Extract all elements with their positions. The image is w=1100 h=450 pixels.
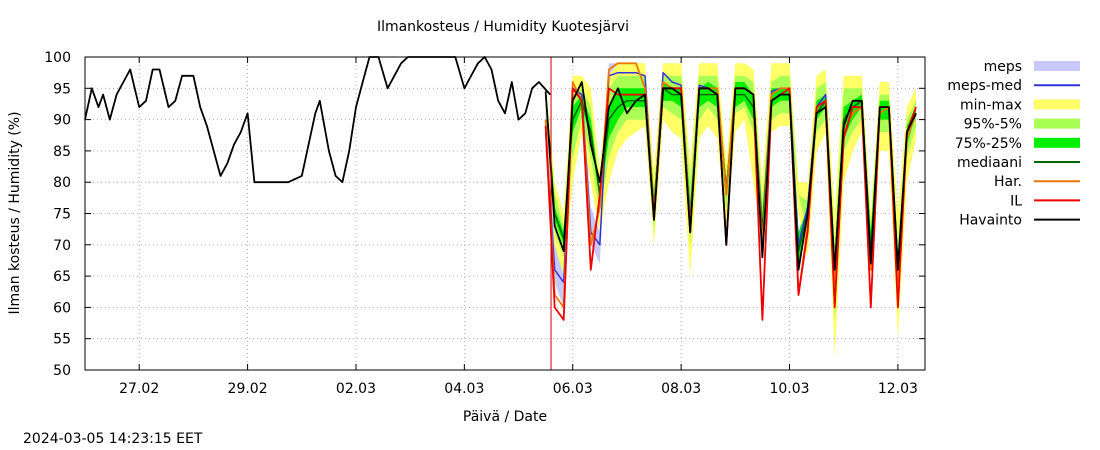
- y-tick-label: 80: [53, 175, 71, 191]
- x-tick-label: 10.03: [769, 381, 809, 397]
- y-axis-ticks: 50 55 60 65 70 75 80 85 90 95 100: [44, 50, 925, 379]
- legend-label-har: Har.: [994, 174, 1022, 190]
- y-tick-label: 50: [53, 363, 71, 379]
- legend-swatch-meps: [1034, 61, 1080, 71]
- har-line: [544, 62, 917, 309]
- y-axis-label: Ilman kosteus / Humidity (%): [7, 111, 23, 314]
- legend-swatch-p95_5: [1034, 118, 1080, 129]
- legend-label-min_max: min-max: [960, 97, 1022, 113]
- havainto-forecast-line: [544, 81, 917, 271]
- y-tick-label: 95: [53, 81, 71, 97]
- x-tick-label: 27.02: [119, 381, 159, 397]
- y-tick-label: 60: [53, 300, 71, 316]
- legend-label-il: IL: [1010, 193, 1022, 209]
- timestamp: 2024-03-05 14:23:15 EET: [23, 431, 203, 447]
- legend-label-p95_5: 95%-5%: [964, 117, 1022, 133]
- x-tick-label: 04.03: [444, 381, 484, 397]
- x-tick-label: 08.03: [661, 381, 701, 397]
- y-tick-label: 70: [53, 238, 71, 254]
- x-tick-label: 06.03: [553, 381, 593, 397]
- x-axis-ticks: 27.02 29.02 02.03 04.03 06.03 08.03 10.03 12.03: [119, 57, 918, 397]
- series-lines: [84, 56, 917, 321]
- legend-swatch-min_max: [1034, 99, 1080, 110]
- legend-label-p75_25: 75%-25%: [955, 136, 1022, 152]
- legend-label-havainto: Havainto: [959, 213, 1022, 229]
- havainto-line: [84, 56, 551, 184]
- y-tick-label: 65: [53, 269, 71, 285]
- y-tick-label: 55: [53, 332, 71, 348]
- legend: meps meps-med min-max 95%-5% 75%-25% mediaani…: [947, 59, 1080, 229]
- legend-label-mediaani: mediaani: [957, 155, 1022, 171]
- x-axis-label: Päivä / Date: [463, 409, 547, 425]
- y-tick-label: 75: [53, 207, 71, 223]
- y-tick-label: 90: [53, 113, 71, 129]
- legend-swatch-p75_25: [1034, 137, 1080, 148]
- y-tick-label: 100: [44, 50, 71, 66]
- chart-title: Ilmankosteus / Humidity Kuotesjärvi: [377, 19, 629, 35]
- legend-label-meps: meps: [984, 59, 1022, 75]
- legend-label-meps_med: meps-med: [947, 78, 1022, 94]
- x-tick-label: 02.03: [336, 381, 376, 397]
- x-tick-label: 29.02: [228, 381, 268, 397]
- y-tick-label: 85: [53, 144, 71, 160]
- x-tick-label: 12.03: [878, 381, 918, 397]
